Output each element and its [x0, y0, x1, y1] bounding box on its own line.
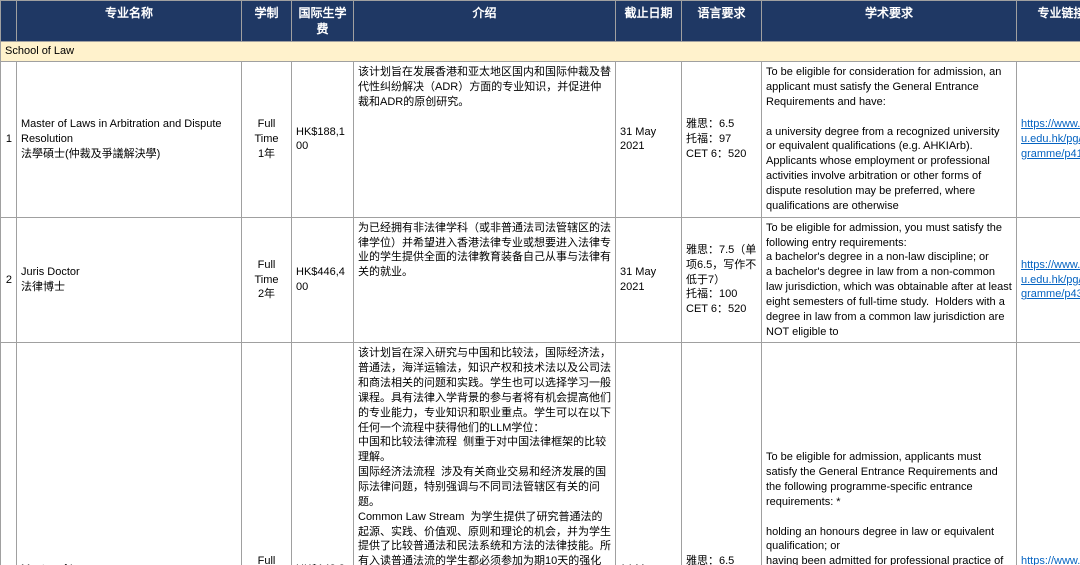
cell-dur: Full Time 1年 — [242, 62, 292, 217]
header-dur: 学制 — [242, 1, 292, 42]
cell-dur: Full Time 2年 — [242, 217, 292, 343]
table-container: 专业名称 学制 国际生学费 介绍 截止日期 语言要求 学术要求 专业链接 Sch… — [0, 0, 1080, 565]
cell-idx: 1 — [1, 62, 17, 217]
program-link[interactable]: https://www.cityu.edu.hk/pg/programme/p4… — [1021, 259, 1080, 301]
cell-dead: 31 May 2021 — [616, 217, 682, 343]
cell-name: Juris Doctor 法律博士 — [17, 217, 242, 343]
cell-idx: 2 — [1, 217, 17, 343]
cell-lang: 雅思：7.5（单项6.5，写作不低于7） 托福：100 CET 6：520 — [682, 217, 762, 343]
cell-dead: 14 May 2021 — [616, 343, 682, 565]
header-link: 专业链接 — [1017, 1, 1080, 42]
table-row: 2Juris Doctor 法律博士Full Time 2年HK$446,400… — [1, 217, 1080, 343]
cell-dead: 31 May 2021 — [616, 62, 682, 217]
header-lang: 语言要求 — [682, 1, 762, 42]
header-desc: 介绍 — [354, 1, 616, 42]
cell-acad: To be eligible for admission, applicants… — [762, 343, 1017, 565]
section-row: School of Law — [1, 42, 1080, 62]
table-header: 专业名称 学制 国际生学费 介绍 截止日期 语言要求 学术要求 专业链接 — [1, 1, 1080, 42]
section-title: School of Law — [1, 42, 1080, 62]
header-name: 专业名称 — [17, 1, 242, 42]
cell-fee: HK$188,100 — [292, 62, 354, 217]
cell-fee: HK$148,800 — [292, 343, 354, 565]
header-dead: 截止日期 — [616, 1, 682, 42]
cell-desc: 该计划旨在深入研究与中国和比较法，国际经济法，普通法，海洋运输法，知识产权和技术… — [354, 343, 616, 565]
cell-fee: HK$446,400 — [292, 217, 354, 343]
cell-link: https://www.cityu.edu.hk/pg/programme/p4… — [1017, 343, 1080, 565]
cell-dur: Full Time 1年 — [242, 343, 292, 565]
programs-table: 专业名称 学制 国际生学费 介绍 截止日期 语言要求 学术要求 专业链接 Sch… — [0, 0, 1080, 565]
header-idx — [1, 1, 17, 42]
table-body: School of Law 1Master of Laws in Arbitra… — [1, 42, 1080, 565]
program-link[interactable]: https://www.cityu.edu.hk/pg/programme/p4… — [1021, 555, 1080, 565]
header-fee: 国际生学费 — [292, 1, 354, 42]
cell-link: https://www.cityu.edu.hk/pg/programme/p4… — [1017, 62, 1080, 217]
cell-lang: 雅思：6.5 托福：97 CET 6：520 — [682, 62, 762, 217]
header-acad: 学术要求 — [762, 1, 1017, 42]
program-link[interactable]: https://www.cityu.edu.hk/pg/programme/p4… — [1021, 118, 1080, 160]
cell-desc: 为已经拥有非法律学科（或非普通法司法管辖区的法律学位）并希望进入香港法律专业或想… — [354, 217, 616, 343]
cell-acad: To be eligible for admission, you must s… — [762, 217, 1017, 343]
cell-idx: 3 — [1, 343, 17, 565]
cell-desc: 该计划旨在发展香港和亚太地区国内和国际仲裁及替代性纠纷解决（ADR）方面的专业知… — [354, 62, 616, 217]
cell-link: https://www.cityu.edu.hk/pg/programme/p4… — [1017, 217, 1080, 343]
table-row: 3Master of Laws 法律硕士Full Time 1年HK$148,8… — [1, 343, 1080, 565]
cell-acad: To be eligible for consideration for adm… — [762, 62, 1017, 217]
cell-name: Master of Laws 法律硕士 — [17, 343, 242, 565]
cell-name: Master of Laws in Arbitration and Disput… — [17, 62, 242, 217]
table-row: 1Master of Laws in Arbitration and Dispu… — [1, 62, 1080, 217]
cell-lang: 雅思：6.5 托福：97 CET 6：520 — [682, 343, 762, 565]
